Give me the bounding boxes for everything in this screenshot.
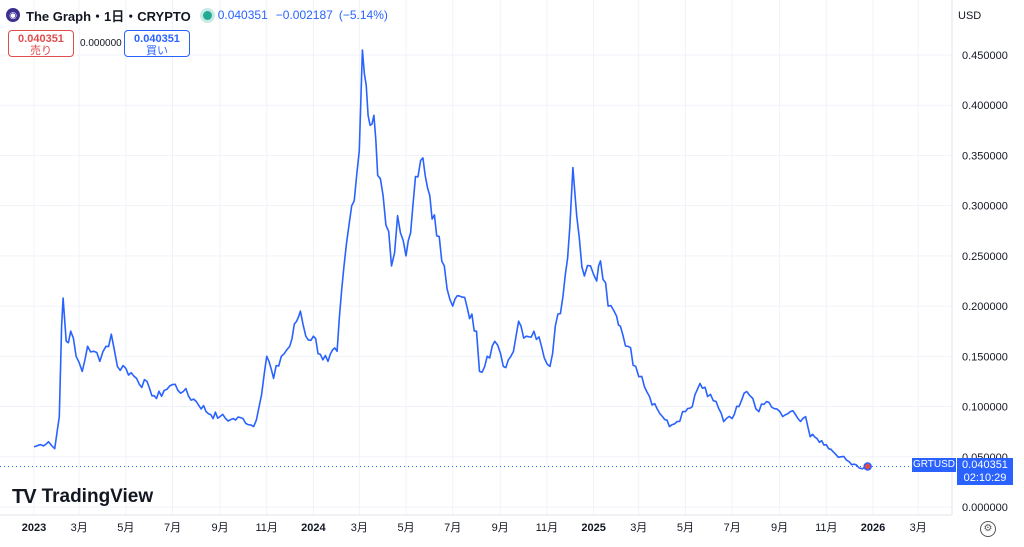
- buy-price: 0.040351: [134, 33, 180, 45]
- time-tick-label: 3月: [910, 522, 927, 534]
- time-tick-label: 2023: [22, 522, 46, 534]
- time-tick-label: 9月: [211, 522, 228, 534]
- price-change-percent: (−5.14%): [338, 8, 388, 22]
- last-price-tag: 0.040351 02:10:29: [957, 458, 1013, 485]
- horizontal-gridlines: [0, 54, 952, 508]
- price-tick-label: 0.450000: [962, 50, 1008, 62]
- time-tick-label: 5月: [117, 522, 134, 534]
- time-tick-label: 11月: [256, 522, 278, 534]
- vertical-gridlines: [33, 0, 919, 515]
- tradingview-logo[interactable]: TV TradingView: [12, 486, 153, 508]
- sell-price: 0.040351: [18, 33, 64, 45]
- price-tick-label: 0.400000: [962, 100, 1008, 112]
- sell-label: 売り: [30, 45, 52, 57]
- time-tick-label: 11月: [815, 522, 837, 534]
- price-tick-label: 0.350000: [962, 150, 1008, 162]
- time-tick-label: 5月: [397, 522, 414, 534]
- buy-button[interactable]: 0.040351 買い: [124, 30, 190, 57]
- tradingview-mark-icon: TV: [12, 485, 37, 508]
- last-price-dot: [863, 462, 872, 471]
- time-tick-label: 5月: [677, 522, 694, 534]
- time-tick-label: 2025: [581, 522, 605, 534]
- spread-value: 0.000000: [80, 38, 122, 49]
- current-price: 0.040351: [217, 8, 268, 22]
- time-tick-label: 3月: [630, 522, 647, 534]
- symbol-tag: GRTUSD: [912, 458, 956, 472]
- price-tick-label: 0.200000: [962, 301, 1008, 313]
- market-open-icon: [202, 10, 212, 20]
- time-tick-label: 7月: [444, 522, 461, 534]
- symbol-title[interactable]: The Graph・1日・CRYPTO: [26, 8, 191, 24]
- bar-countdown: 02:10:29: [963, 472, 1007, 484]
- time-tick-label: 2024: [301, 522, 326, 534]
- price-tick-label: 0.000000: [962, 502, 1008, 514]
- price-tick-label: 0.250000: [962, 251, 1008, 263]
- last-price-value: 0.040351: [962, 459, 1008, 471]
- time-tick-label: 2026: [861, 522, 885, 534]
- price-axis-ticks: 0.0000000.0500000.1000000.1500000.200000…: [962, 50, 1008, 514]
- price-change: −0.002187: [275, 8, 333, 22]
- price-tick-label: 0.100000: [962, 402, 1008, 414]
- time-tick-label: 3月: [71, 522, 88, 534]
- time-tick-label: 7月: [724, 522, 741, 534]
- time-tick-label: 9月: [492, 522, 509, 534]
- currency-selector[interactable]: USD: [958, 10, 982, 22]
- graph-coin-icon: ◉: [6, 8, 20, 22]
- time-axis-ticks: 2023 3月 5月 7月 9月 11月 2024 3月 5月 7月 9月 11月 2025 3月 5月 7月…: [22, 522, 927, 534]
- chart-settings-icon[interactable]: ⚙: [980, 521, 996, 537]
- sell-button[interactable]: 0.040351 売り: [8, 30, 74, 57]
- time-tick-label: 11月: [536, 522, 558, 534]
- time-tick-label: 3月: [351, 522, 368, 534]
- time-tick-label: 9月: [771, 522, 788, 534]
- price-tick-label: 0.150000: [962, 351, 1008, 363]
- symbol-header: ◉ The Graph・1日・CRYPTO 0.040351 −0.002187…: [6, 6, 388, 24]
- time-tick-label: 7月: [164, 522, 181, 534]
- buy-label: 買い: [146, 45, 168, 57]
- price-tick-label: 0.300000: [962, 201, 1008, 213]
- tradingview-wordmark: TradingView: [41, 486, 154, 507]
- price-series-line: [33, 49, 868, 470]
